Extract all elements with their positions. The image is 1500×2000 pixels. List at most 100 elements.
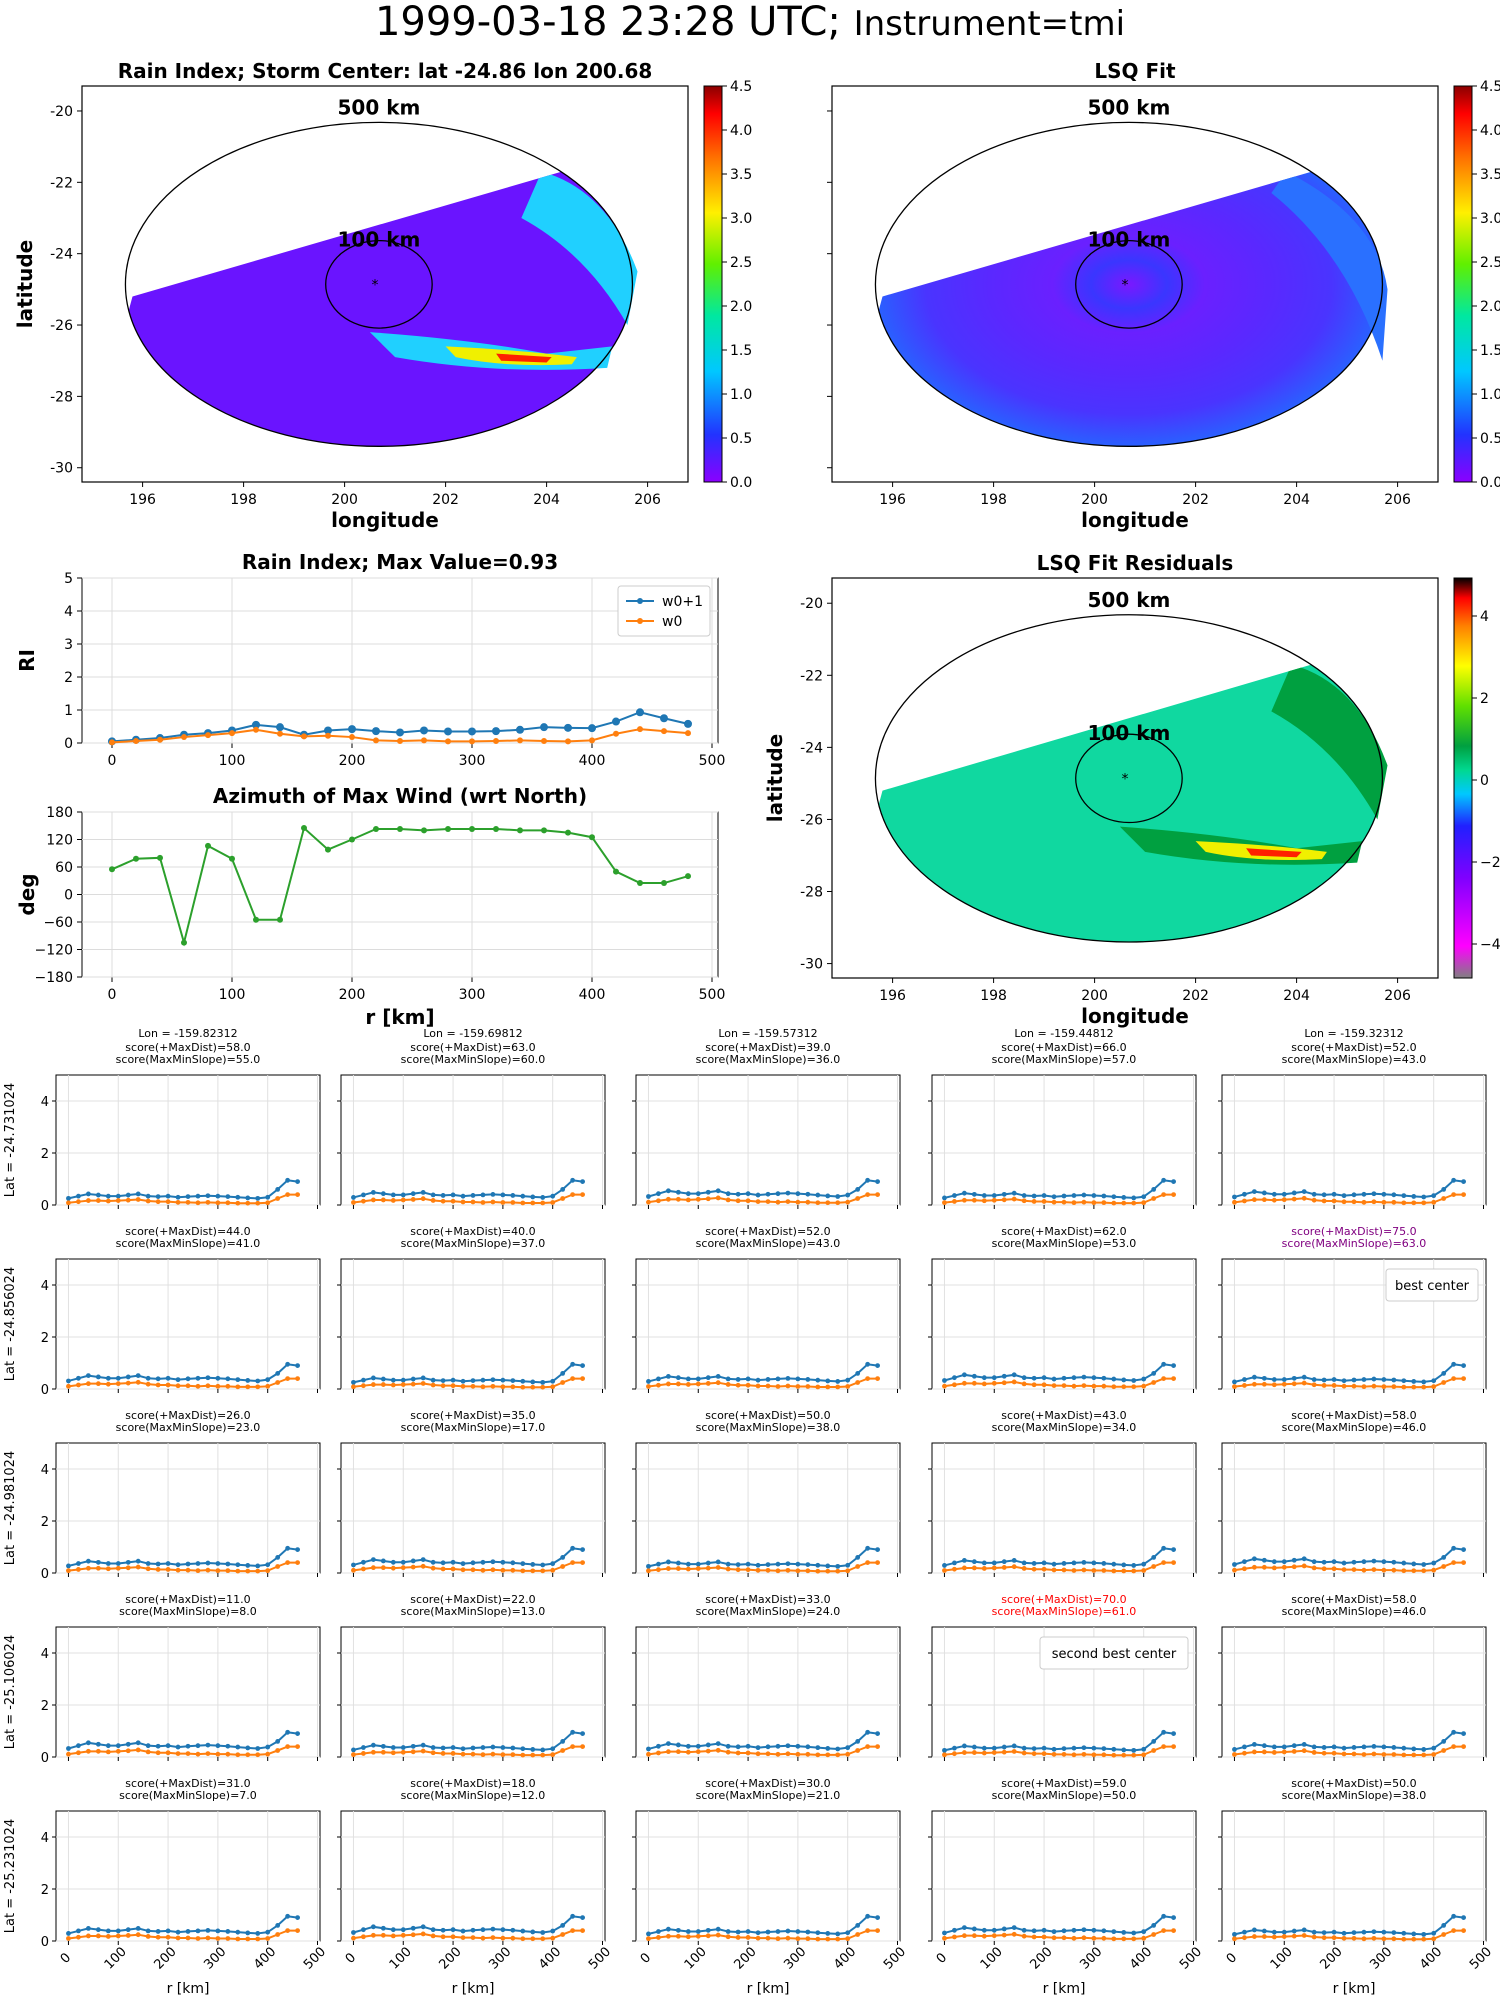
cell-data-point [715, 1559, 721, 1565]
cell-data-point [745, 1935, 751, 1940]
cell-data-point [646, 1379, 651, 1384]
cell-data-point [1321, 1745, 1327, 1750]
cell-data-point [705, 1748, 711, 1754]
x-tick-label: 400 [579, 753, 606, 769]
cell-data-point [952, 1566, 957, 1572]
map-ytick-label: -24 [50, 247, 73, 263]
cell-data-point [1001, 1380, 1007, 1386]
cell-data-point [1111, 1384, 1117, 1390]
cell-data-point [981, 1566, 987, 1571]
cell-xlabel: r [km] [452, 1981, 495, 1997]
cell-data-point [765, 1567, 771, 1573]
cell-data-point [971, 1380, 977, 1386]
map-xtick-label: 206 [634, 492, 661, 508]
cell-data-point [646, 1194, 651, 1199]
data-point [181, 939, 187, 946]
cell-xtick-label: 400 [1127, 1944, 1155, 1972]
cell-data-point [981, 1381, 987, 1387]
cell-score-maxdist: score(+MaxDist)=50.0 [705, 1409, 830, 1422]
cell-data-point [105, 1198, 111, 1204]
cell-data-point [165, 1561, 171, 1566]
cell-data-point [135, 1747, 141, 1753]
cell-data-point [1461, 1547, 1466, 1552]
cell-data-point [380, 1558, 386, 1564]
cell-data-point [1431, 1936, 1437, 1942]
cell-data-point [255, 1931, 261, 1936]
cell-data-point [470, 1378, 476, 1384]
cell-data-point [1021, 1566, 1027, 1571]
cell-data-point [490, 1935, 496, 1940]
cell-data-point [1151, 1564, 1157, 1569]
cell-data-point [1401, 1384, 1407, 1390]
cell-data-point [1261, 1749, 1267, 1755]
cell-data-point [530, 1936, 536, 1942]
cell-data-point [825, 1384, 831, 1390]
data-point [660, 714, 668, 723]
map-xtick-label: 204 [1283, 492, 1310, 508]
cell-data-point [1421, 1568, 1427, 1574]
cell-data-point [725, 1566, 731, 1572]
cell-data-point [1251, 1197, 1257, 1203]
cell-data-point [675, 1927, 681, 1933]
cell-data-point [961, 1557, 967, 1563]
grid-cell-r4-c4: score(+MaxDist)=70.0score(MaxMinSlope)=6… [928, 1593, 1197, 1761]
cell-data-point [1001, 1373, 1007, 1379]
cell-ytick-label: 4 [41, 1647, 49, 1662]
cell-data-point [520, 1378, 526, 1384]
cell-data-point [1441, 1932, 1447, 1937]
cell-data-point [1291, 1557, 1297, 1563]
cell-data-point [1091, 1200, 1097, 1206]
cell-data-point [1381, 1929, 1387, 1935]
cell-data-point [1381, 1191, 1387, 1197]
cell-data-point [115, 1381, 121, 1387]
grid-cell-r2-c2: score(+MaxDist)=40.0score(MaxMinSlope)=3… [337, 1225, 606, 1393]
cell-data-point [952, 1382, 957, 1388]
cell-data-point [805, 1562, 811, 1568]
cell-data-point [410, 1191, 416, 1197]
cell-data-point [1021, 1375, 1027, 1381]
cell-data-point [1061, 1199, 1067, 1205]
cell-data-point [1361, 1559, 1367, 1565]
cell-data-point [1091, 1375, 1097, 1381]
cell-data-point [275, 1380, 281, 1385]
cell-data-point [685, 1191, 691, 1197]
cell-data-point [1271, 1744, 1277, 1750]
cell-data-point [95, 1748, 101, 1754]
cell-data-point [646, 1199, 651, 1205]
cell-data-point [1242, 1935, 1247, 1941]
cell-data-point [1361, 1929, 1367, 1935]
cell-data-point [105, 1566, 111, 1572]
plot-frame [81, 577, 719, 744]
cell-data-point [440, 1193, 446, 1198]
cell-data-point [520, 1752, 526, 1758]
cell-data-point [875, 1547, 880, 1552]
map-title: LSQ Fit [1094, 59, 1176, 83]
data-point [517, 827, 523, 834]
cell-data-point [165, 1375, 171, 1381]
cell-data-point [685, 1561, 691, 1567]
cell-lon-title: Lon = -159.69812 [423, 1027, 522, 1040]
cell-data-point [255, 1195, 261, 1201]
cell-data-point [205, 1375, 211, 1381]
data-point [181, 734, 187, 741]
cell-data-point [825, 1568, 831, 1574]
cell-data-point [530, 1194, 536, 1200]
data-point [421, 827, 427, 834]
cell-data-point [961, 1380, 967, 1386]
cell-data-point [725, 1191, 731, 1197]
cell-data-point [665, 1933, 671, 1939]
cell-data-point [185, 1929, 191, 1934]
cell-data-point [1341, 1378, 1347, 1384]
data-point [516, 725, 524, 734]
fit-edge [1271, 171, 1388, 361]
cell-data-point [105, 1743, 111, 1749]
cell-data-point [942, 1752, 947, 1758]
cell-data-point [1371, 1744, 1377, 1749]
cell-data-point [952, 1560, 957, 1566]
cell-data-point [1011, 1379, 1017, 1385]
data-point [565, 738, 571, 745]
cell-data-point [115, 1748, 121, 1754]
data-point [589, 834, 595, 841]
cell-data-point [725, 1197, 731, 1203]
cell-data-point [1391, 1384, 1397, 1390]
